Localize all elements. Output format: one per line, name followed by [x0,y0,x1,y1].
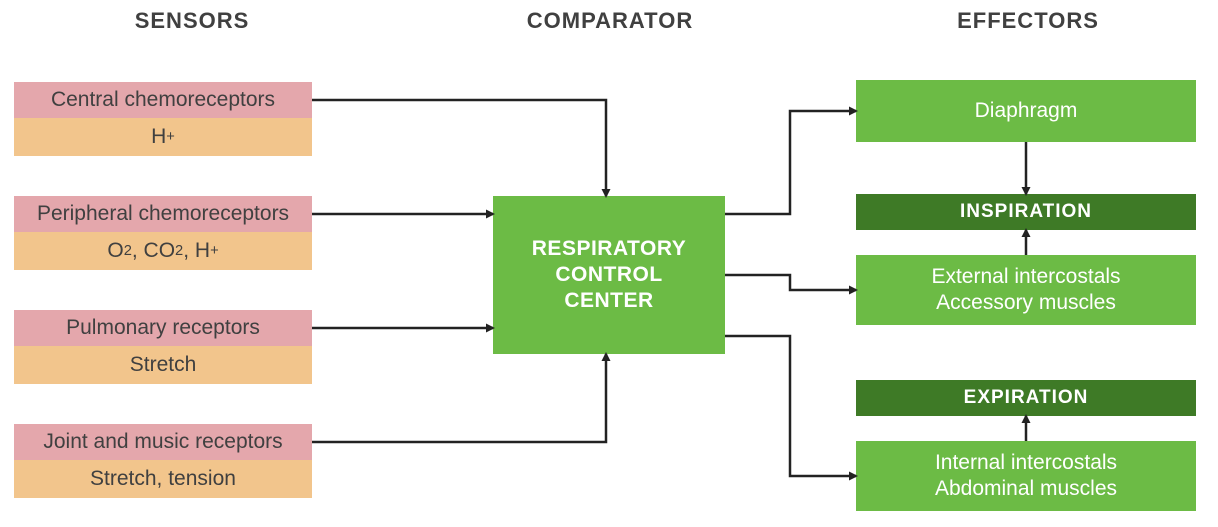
sensor-3-title: Pulmonary receptors [14,310,312,346]
sensor-2-sub: O2, CO2, H+ [14,232,312,270]
sensor-1-title: Central chemoreceptors [14,82,312,118]
effector-diaphragm: Diaphragm [856,80,1196,142]
header-effectors: EFFECTORS [948,8,1108,34]
arrow-sensor4-to-comp [312,354,606,442]
comparator-box: RESPIRATORY CONTROL CENTER [493,196,725,354]
effector-internal: Internal intercostals Abdominal muscles [856,441,1196,511]
effector-external: External intercostals Accessory muscles [856,255,1196,325]
arrow-comp-to-external [725,275,856,290]
arrow-comp-to-diaphragm [725,111,856,214]
arrow-sensor1-to-comp [312,100,606,196]
header-comparator: COMPARATOR [520,8,700,34]
sensor-4-title: Joint and music receptors [14,424,312,460]
effector-inspiration: INSPIRATION [856,194,1196,230]
sensor-1-sub: H+ [14,118,312,156]
sensor-2-title: Peripheral chemoreceptors [14,196,312,232]
comparator-label: RESPIRATORY CONTROL CENTER [511,236,707,315]
sensor-3-sub: Stretch [14,346,312,384]
arrow-comp-to-internal [725,336,856,476]
sensor-4-sub: Stretch, tension [14,460,312,498]
effector-expiration: EXPIRATION [856,380,1196,416]
header-sensors: SENSORS [112,8,272,34]
